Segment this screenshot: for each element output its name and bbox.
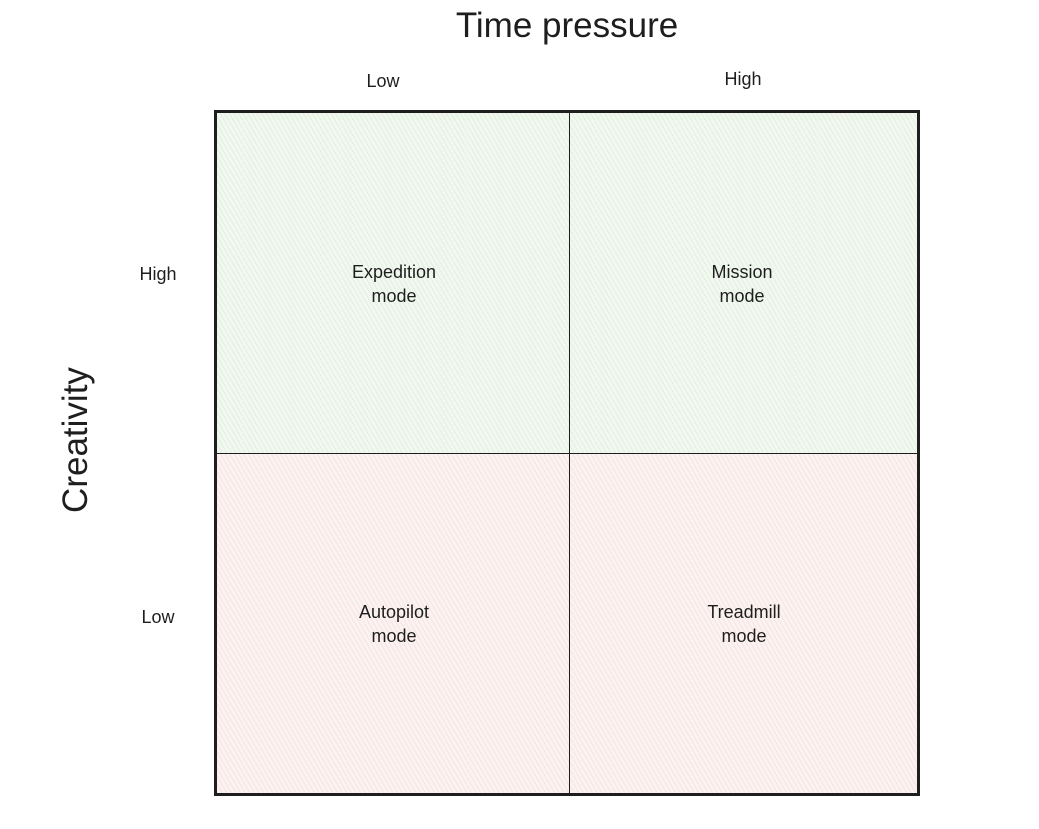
quadrant-label-line: Expedition	[351, 262, 437, 282]
quadrant-label-line: Treadmill	[707, 602, 781, 622]
x-axis-high-label: High	[724, 69, 762, 89]
quadrant-treadmill	[569, 453, 917, 793]
x-axis-title: Time pressure	[455, 6, 679, 45]
quadrant-label-expedition: Expedition mode	[352, 260, 436, 308]
x-axis-low-label: Low	[366, 71, 400, 91]
horizontal-divider	[217, 453, 917, 454]
quadrant-label-line: Autopilot	[358, 602, 430, 622]
quadrant-label-line: mode	[719, 286, 765, 306]
y-axis-high-label: High	[139, 264, 177, 284]
quadrant-label-line: Mission	[711, 262, 773, 282]
quadrant-label-line: mode	[721, 626, 767, 646]
quadrant-autopilot	[217, 453, 569, 793]
quadrant-matrix: Expedition mode Mission mode Autopilot m…	[214, 110, 920, 796]
quadrant-label-line: mode	[371, 286, 417, 306]
quadrant-expedition	[217, 113, 569, 453]
y-axis-title: Creativity	[56, 367, 95, 513]
y-axis-low-label: Low	[141, 607, 175, 627]
quadrant-label-mission: Mission mode	[711, 260, 772, 308]
quadrant-label-line: mode	[371, 626, 417, 646]
quadrant-label-autopilot: Autopilot mode	[359, 600, 429, 648]
quadrant-label-treadmill: Treadmill mode	[707, 600, 780, 648]
quadrant-mission	[569, 113, 917, 453]
